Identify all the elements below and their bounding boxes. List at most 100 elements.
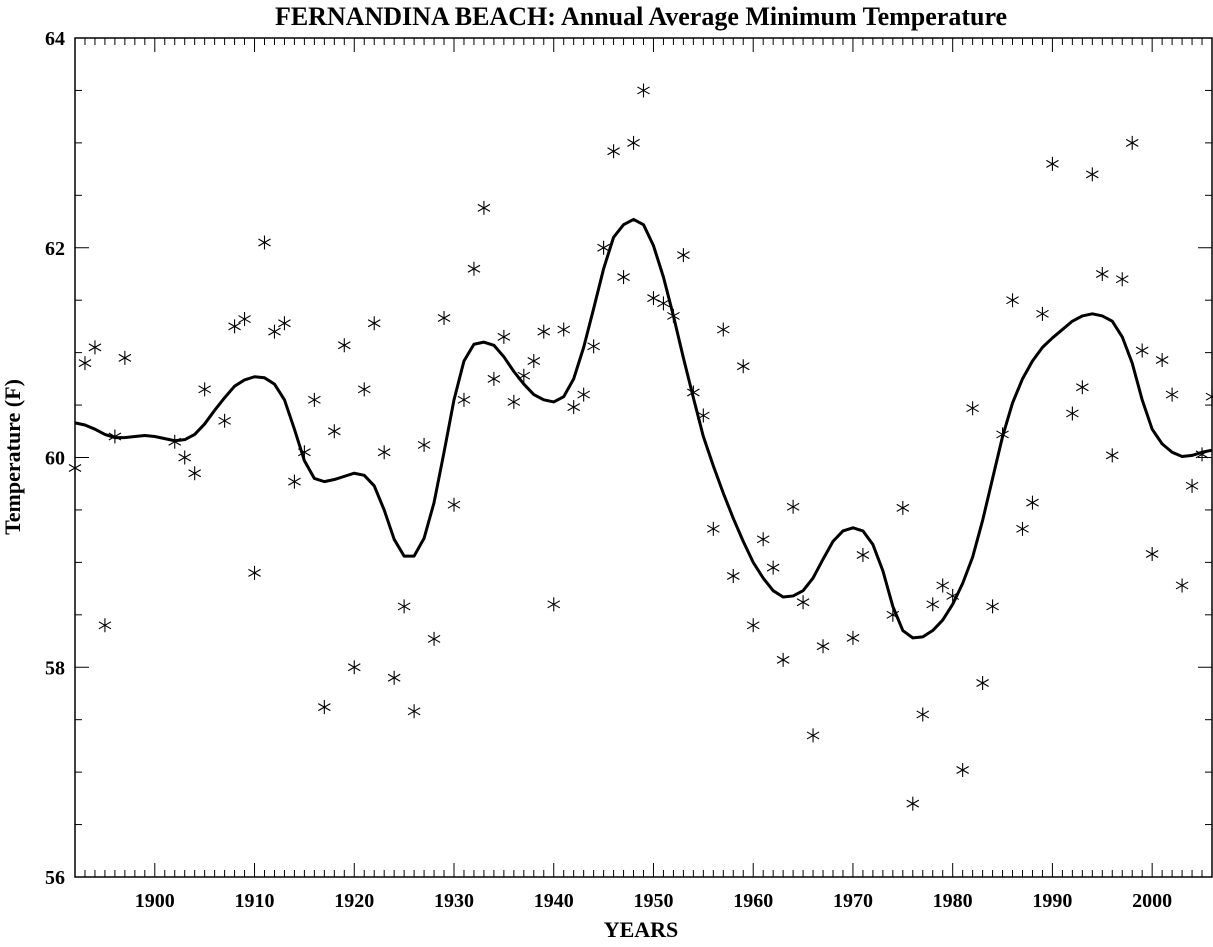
asterisk-marker (1205, 389, 1213, 404)
asterisk-marker (936, 578, 950, 593)
data-point (457, 392, 471, 407)
data-point (258, 235, 271, 250)
smoothed-curve-series (74, 217, 1213, 640)
asterisk-marker (377, 445, 391, 460)
data-point (1175, 578, 1189, 593)
data-point (507, 394, 521, 409)
data-point (756, 532, 770, 547)
asterisk-marker (537, 324, 551, 339)
x-tick-label: 1970 (833, 890, 873, 912)
asterisk-marker (198, 382, 211, 397)
data-point (597, 240, 610, 255)
data-point (467, 261, 481, 276)
data-point (407, 704, 421, 719)
asterisk-marker (916, 707, 930, 722)
asterisk-marker (806, 728, 820, 743)
data-point (477, 200, 491, 215)
asterisk-marker (766, 560, 780, 575)
asterisk-marker (617, 270, 630, 285)
asterisk-marker (1105, 448, 1119, 463)
data-point (746, 618, 760, 633)
asterisk-marker (497, 329, 511, 344)
asterisk-marker (1165, 387, 1179, 402)
y-tick-label: 56 (45, 867, 65, 889)
asterisk-marker (567, 400, 581, 415)
asterisk-marker (1145, 546, 1159, 561)
y-tick-label: 62 (45, 238, 65, 260)
data-point (318, 700, 331, 715)
asterisk-marker (188, 466, 202, 481)
data-point (856, 548, 870, 563)
y-tick-label: 60 (45, 448, 65, 470)
asterisk-marker (706, 521, 720, 536)
x-tick-label: 1990 (1032, 890, 1072, 912)
data-point (427, 631, 441, 646)
data-point (706, 521, 720, 536)
asterisk-marker (527, 354, 541, 369)
asterisk-marker (587, 339, 600, 354)
asterisk-marker (856, 548, 870, 563)
asterisk-marker (726, 569, 740, 584)
asterisk-marker (357, 382, 371, 397)
x-tick-label: 1950 (633, 890, 673, 912)
data-point (397, 599, 411, 614)
x-tick-label: 1900 (135, 890, 175, 912)
data-point (218, 413, 231, 428)
asterisk-marker (1135, 343, 1149, 358)
x-tick-label: 1960 (733, 890, 773, 912)
asterisk-marker (1036, 306, 1049, 321)
data-point (118, 350, 132, 365)
data-point (417, 437, 431, 452)
asterisk-marker (178, 450, 192, 465)
asterisk-marker (308, 392, 321, 407)
asterisk-marker (367, 316, 381, 331)
data-point (936, 578, 950, 593)
asterisk-marker (627, 135, 640, 150)
data-point (1026, 495, 1039, 510)
asterisk-marker (387, 670, 401, 685)
data-point (786, 499, 800, 514)
asterisk-marker (846, 630, 860, 645)
data-point (198, 382, 211, 397)
axes: 1900 1910 1920 1930 1940 1950 1960 1970 1980 1990… (45, 28, 1213, 912)
asterisk-marker (278, 316, 291, 331)
data-point (337, 338, 351, 353)
data-point (347, 660, 361, 675)
data-point (357, 382, 371, 397)
data-point (78, 356, 92, 371)
asterisk-marker (347, 660, 361, 675)
data-point (806, 728, 820, 743)
data-point (268, 324, 281, 339)
asterisk-marker (507, 394, 521, 409)
asterisk-marker (756, 532, 770, 547)
data-point (497, 329, 511, 344)
asterisk-marker (746, 618, 760, 633)
asterisk-marker (966, 401, 979, 416)
data-point (776, 652, 790, 667)
asterisk-marker (736, 359, 750, 374)
x-axis-label: YEARS (604, 917, 679, 942)
asterisk-marker (427, 631, 441, 646)
asterisk-marker (1185, 478, 1199, 493)
asterisk-marker (1175, 578, 1189, 593)
data-point (308, 392, 321, 407)
data-point (1085, 167, 1099, 182)
data-point (188, 466, 202, 481)
data-point (557, 322, 571, 337)
data-point (637, 83, 650, 98)
asterisk-marker (1016, 521, 1029, 536)
data-point (896, 500, 910, 515)
x-tick-label: 1920 (334, 890, 374, 912)
asterisk-marker (337, 338, 351, 353)
asterisk-marker (1076, 380, 1089, 395)
x-tick-label: 1910 (235, 890, 275, 912)
data-point (1125, 135, 1139, 150)
data-point (1036, 306, 1049, 321)
asterisk-marker (786, 499, 800, 514)
asterisk-marker (716, 322, 730, 337)
data-point (1205, 389, 1213, 404)
asterisk-marker (417, 437, 431, 452)
asterisk-marker (1115, 272, 1129, 287)
data-point (816, 639, 830, 654)
data-point (677, 248, 690, 263)
